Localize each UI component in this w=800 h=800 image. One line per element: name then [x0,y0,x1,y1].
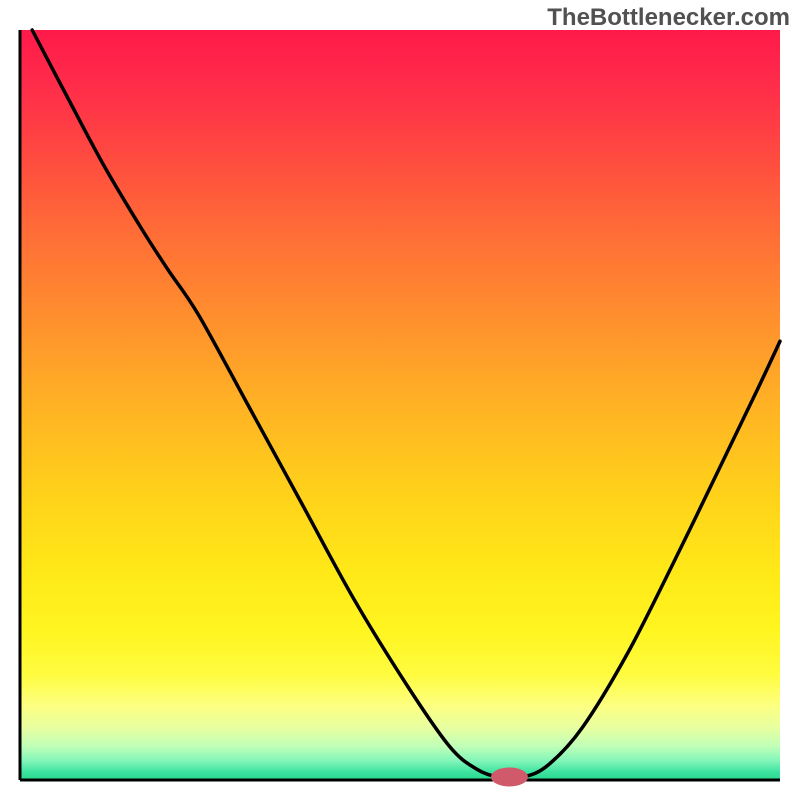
chart-canvas [0,0,800,800]
watermark-text: TheBottlenecker.com [547,4,790,32]
gradient-background [20,30,780,780]
optimum-marker [491,768,527,786]
chart-svg [0,0,800,800]
